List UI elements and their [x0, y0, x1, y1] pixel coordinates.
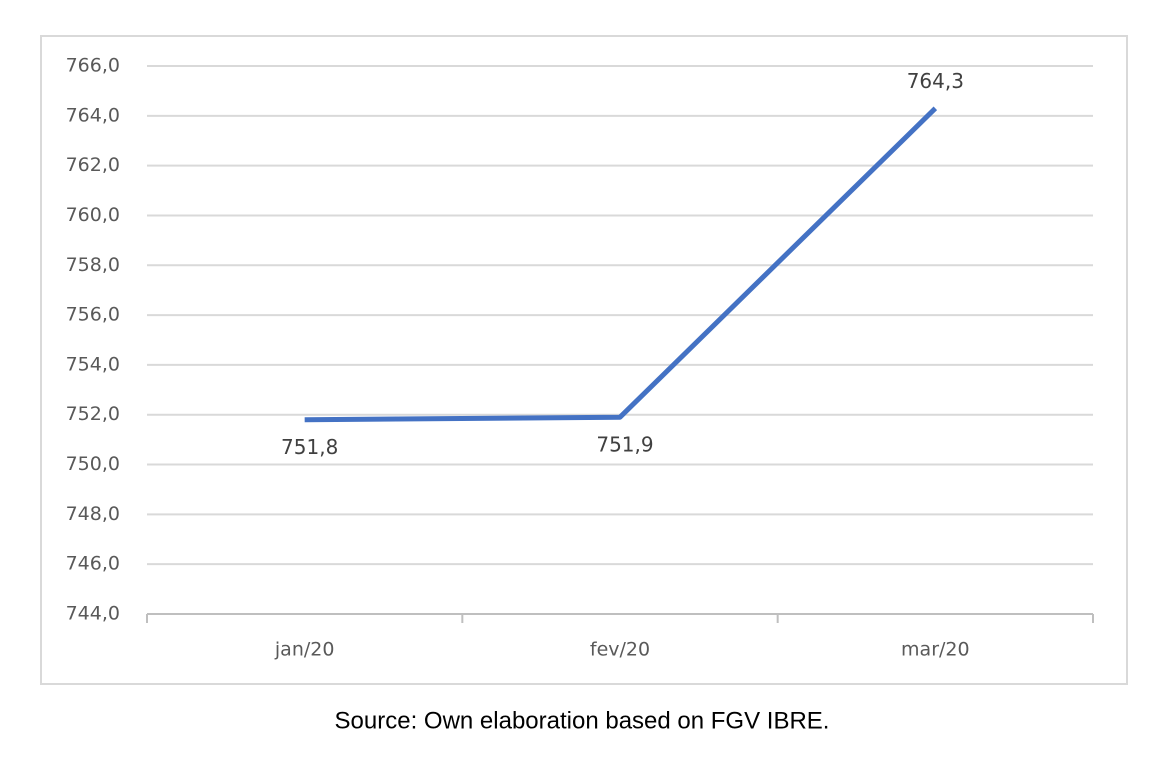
x-tick-label: fev/20	[590, 639, 650, 661]
data-label: 751,9	[596, 433, 653, 457]
y-tick-label: 744,0	[66, 603, 120, 625]
y-tick-label: 748,0	[66, 503, 120, 525]
x-tick-label: jan/20	[274, 639, 335, 661]
y-tick-label: 746,0	[66, 553, 120, 575]
y-tick-label: 752,0	[66, 403, 120, 425]
line	[304, 106, 938, 423]
y-tick-label: 766,0	[66, 55, 120, 77]
y-tick-label: 750,0	[66, 453, 120, 475]
y-tick-label: 758,0	[66, 254, 120, 276]
source-caption: Source: Own elaboration based on FGV IBR…	[335, 707, 830, 734]
chart-frame	[40, 35, 1128, 685]
data-label: 751,8	[281, 435, 338, 459]
x-tick-label: mar/20	[901, 639, 970, 661]
data-label: 764,3	[907, 69, 964, 93]
y-tick-label: 756,0	[66, 304, 120, 326]
y-tick-label: 764,0	[66, 104, 120, 126]
y-tick-label: 754,0	[66, 353, 120, 375]
y-tick-label: 762,0	[66, 154, 120, 176]
y-tick-label: 760,0	[66, 204, 120, 226]
